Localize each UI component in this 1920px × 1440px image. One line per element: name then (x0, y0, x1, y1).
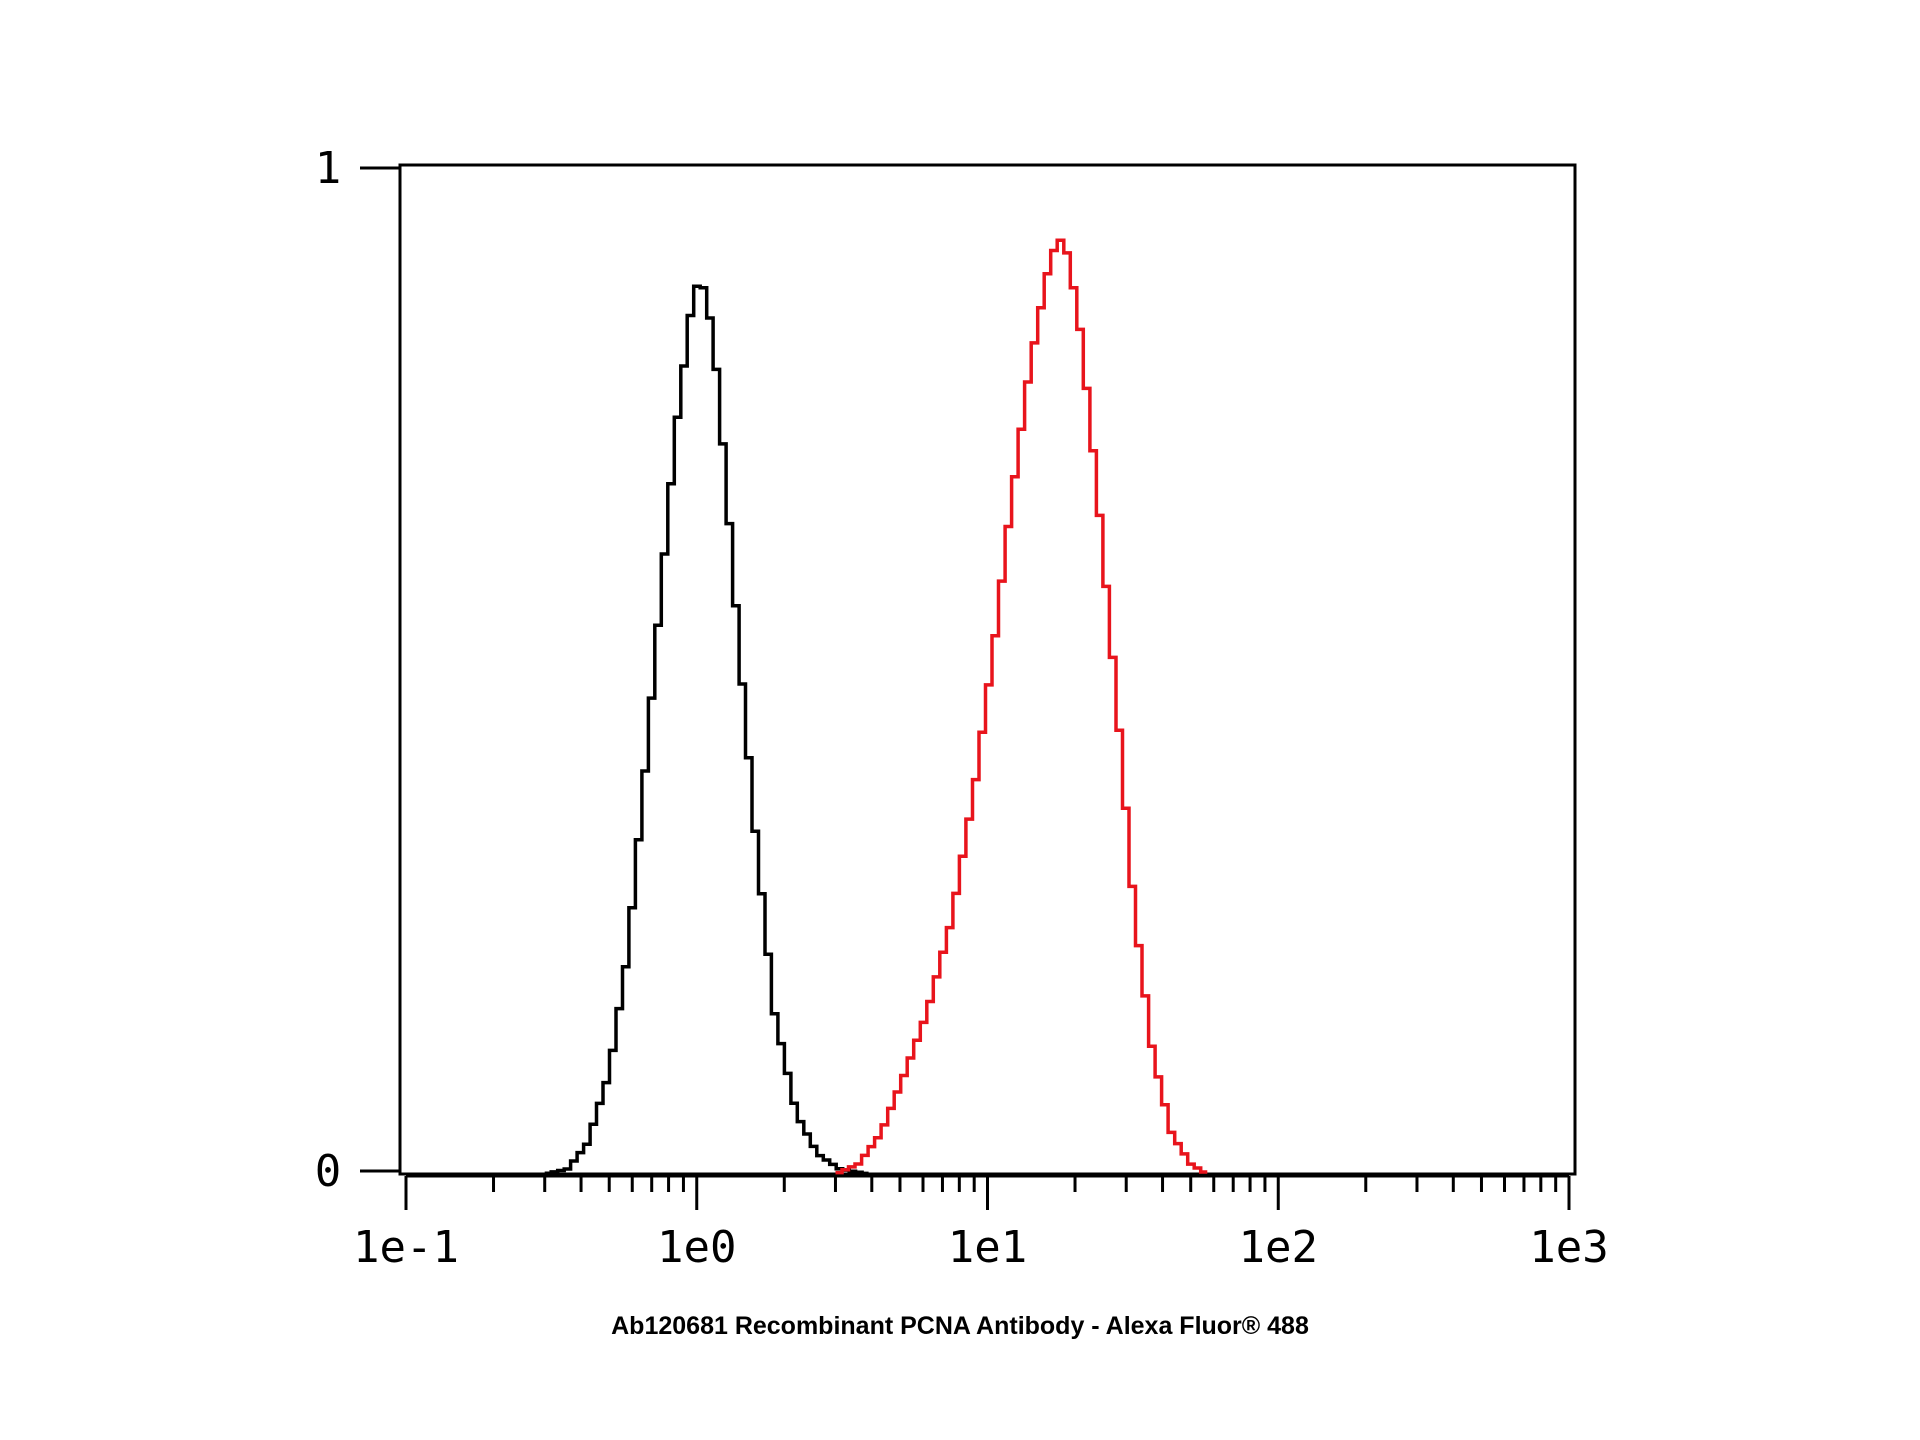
x-tick-label: 1e-1 (353, 1222, 459, 1273)
axes: 1e-1 1e0 1e1 1e2 1e3 0 1 (315, 143, 1609, 1273)
x-tick-label: 1e3 (1529, 1222, 1608, 1273)
x-axis-label: Ab120681 Recombinant PCNA Antibody - Ale… (611, 1312, 1309, 1340)
series-layer (544, 238, 1208, 1176)
y-tick-label: 0 (315, 1146, 342, 1197)
x-tick-label: 1e0 (657, 1222, 736, 1273)
histogram-series-1 (544, 284, 869, 1176)
y-tick-label: 1 (315, 143, 342, 194)
x-tick-label: 1e2 (1239, 1222, 1318, 1273)
histogram-series-2 (835, 238, 1208, 1175)
plot-frame (398, 163, 1577, 1176)
x-tick-label: 1e1 (948, 1222, 1027, 1273)
